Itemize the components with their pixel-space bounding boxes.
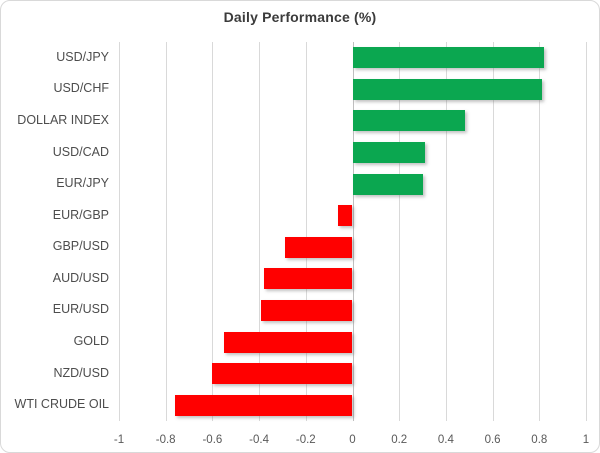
chart-title: Daily Performance (%) [223,9,377,25]
category-label: USD/CAD [52,144,109,159]
category-label: AUD/USD [52,270,109,285]
x-tick-label: 0.8 [531,434,548,446]
x-tick-label: -0.4 [249,434,269,446]
category-label: EUR/JPY [56,176,109,191]
bar-gold [224,331,353,353]
x-tick-label: 0.4 [437,434,454,446]
x-tick-label: 1 [582,434,590,446]
category-label: GBP/USD [52,239,109,254]
x-tick-label: 0.2 [391,434,408,446]
gridline [445,42,447,421]
category-label: DOLLAR INDEX [17,112,109,127]
bar-aud-usd [263,268,353,290]
plot-area [119,42,587,421]
category-label: GOLD [73,334,109,349]
gridline [399,42,401,421]
zero-gridline [352,42,354,421]
gridline [305,42,307,421]
gridline [492,42,494,421]
category-label: USD/JPY [56,49,109,64]
gridline [165,42,167,421]
bar-eur-usd [261,299,353,321]
gridline [259,42,261,421]
category-label: NZD/USD [53,365,109,380]
bar-eur-gbp [338,205,353,227]
bar-eur-jpy [352,173,423,195]
bar-dollar-index [352,110,465,132]
gridline [539,42,541,421]
gridline [586,42,587,421]
x-tick-label: -1 [113,434,125,446]
bar-gbp-usd [284,236,353,258]
bar-nzd-usd [212,363,353,385]
category-label: USD/CHF [53,81,109,96]
bar-usd-chf [352,78,542,100]
bar-usd-cad [352,142,425,164]
category-label: WTI CRUDE OIL [14,397,109,412]
gridline [212,42,214,421]
x-tick-label: 0 [349,434,356,446]
category-label: EUR/GBP [52,207,109,222]
category-label: EUR/USD [52,302,109,317]
bar-wti-crude-oil [175,394,353,416]
x-tick-label: -0.8 [155,434,176,446]
x-tick-label: -0.6 [202,434,223,446]
x-tick-label: 0.6 [484,434,501,446]
x-tick-label: -0.2 [295,434,316,446]
gridline [119,42,120,421]
bar-usd-jpy [352,47,544,69]
